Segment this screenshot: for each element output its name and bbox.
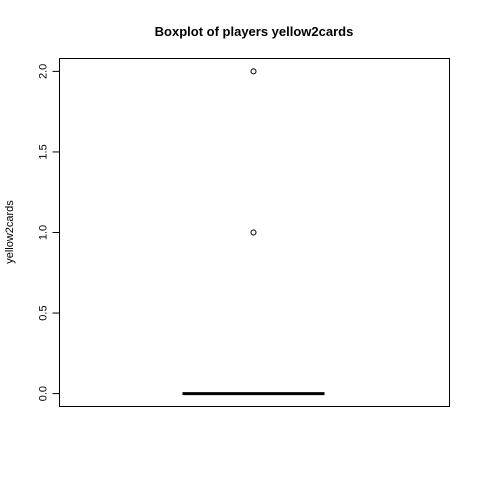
y-axis: 0.0 0.5 1.0 1.5 2.0 bbox=[37, 64, 60, 401]
y-tick-label: 0.5 bbox=[37, 305, 49, 320]
y-tick-label: 1.0 bbox=[37, 225, 49, 240]
y-axis-label: yellow2cards bbox=[4, 200, 16, 264]
outlier-point bbox=[250, 229, 257, 236]
y-tick-label: 0.0 bbox=[37, 386, 49, 401]
chart-title: Boxplot of players yellow2cards bbox=[155, 24, 354, 39]
y-tick-label: 2.0 bbox=[37, 64, 49, 79]
outlier-point bbox=[250, 68, 257, 75]
box-group bbox=[182, 68, 325, 396]
y-tick-label: 1.5 bbox=[37, 144, 49, 159]
